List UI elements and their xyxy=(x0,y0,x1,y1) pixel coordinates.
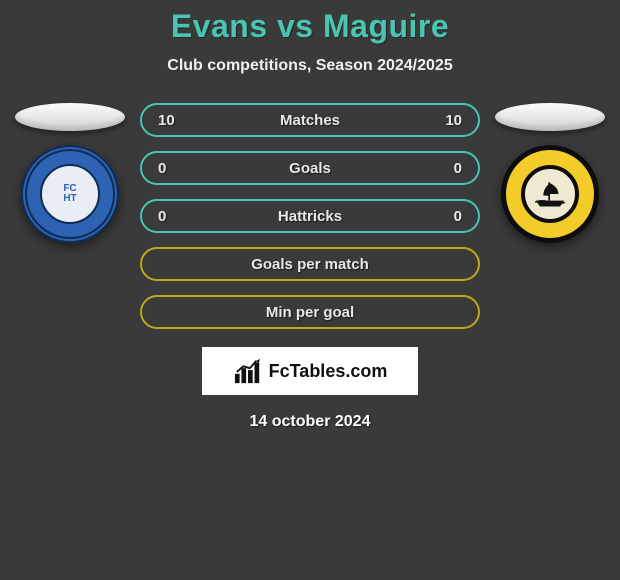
stat-label: Matches xyxy=(182,112,438,129)
left-player-ellipse xyxy=(15,103,125,131)
page-title: Evans vs Maguire xyxy=(0,8,620,45)
main-row: FCHT 10 Matches 10 0 Goals 0 0 Hattricks… xyxy=(0,103,620,329)
stat-label: Min per goal xyxy=(182,304,438,321)
stat-row-goalspermatch: Goals per match xyxy=(140,247,480,281)
stat-right-value: 10 xyxy=(438,112,462,129)
right-player-ellipse xyxy=(495,103,605,131)
chart-icon xyxy=(233,357,263,385)
right-team-logo xyxy=(501,145,599,243)
brand-text: FcTables.com xyxy=(269,361,388,382)
subtitle: Club competitions, Season 2024/2025 xyxy=(0,57,620,75)
stat-right-value: 0 xyxy=(438,160,462,177)
left-side: FCHT xyxy=(10,103,130,243)
right-logo-inner xyxy=(521,165,579,223)
stat-left-value: 10 xyxy=(158,112,182,129)
stat-row-matches: 10 Matches 10 xyxy=(140,103,480,137)
stat-row-minpergoal: Min per goal xyxy=(140,295,480,329)
stat-label: Hattricks xyxy=(182,208,438,225)
stat-left-value: 0 xyxy=(158,160,182,177)
stats-column: 10 Matches 10 0 Goals 0 0 Hattricks 0 Go… xyxy=(140,103,480,329)
right-side xyxy=(490,103,610,243)
left-team-logo: FCHT xyxy=(21,145,119,243)
stat-row-goals: 0 Goals 0 xyxy=(140,151,480,185)
left-logo-text: FCHT xyxy=(40,164,100,224)
ship-icon xyxy=(533,179,567,209)
brand-box[interactable]: FcTables.com xyxy=(202,347,418,395)
stat-row-hattricks: 0 Hattricks 0 xyxy=(140,199,480,233)
date-text: 14 october 2024 xyxy=(0,413,620,431)
comparison-widget: Evans vs Maguire Club competitions, Seas… xyxy=(0,0,620,431)
stat-label: Goals xyxy=(182,160,438,177)
stat-left-value: 0 xyxy=(158,208,182,225)
stat-label: Goals per match xyxy=(182,256,438,273)
stat-right-value: 0 xyxy=(438,208,462,225)
